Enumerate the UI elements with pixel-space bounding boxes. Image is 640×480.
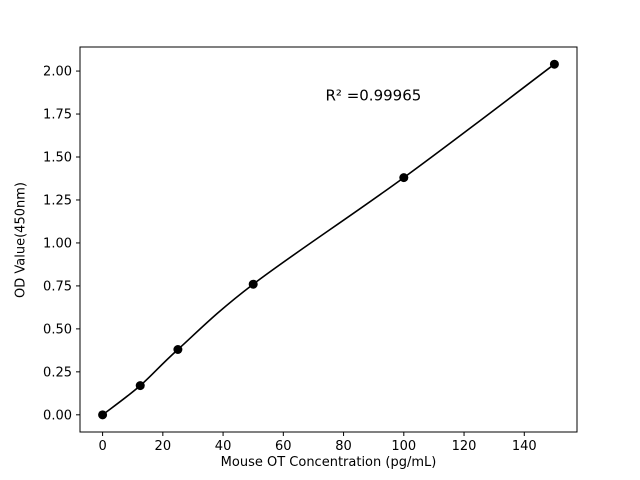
y-axis-label: OD Value(450nm) [13,182,29,298]
y-tick-label: 0.75 [43,279,72,294]
r-squared-annotation: R² =0.99965 [325,86,421,104]
x-tick-label: 80 [335,439,352,454]
x-tick-label: 120 [452,439,477,454]
x-tick-label: 140 [512,439,537,454]
y-tick-label: 1.75 [43,108,72,123]
data-point [135,381,145,391]
y-tick-label: 2.00 [43,65,72,80]
y-tick-label: 0.25 [43,365,72,380]
data-point [98,410,108,420]
x-tick-label: 40 [215,439,232,454]
y-tick-label: 1.50 [43,151,72,166]
x-tick-label: 60 [275,439,292,454]
y-tick-label: 0.50 [43,322,72,337]
x-tick-label: 20 [155,439,172,454]
data-point [173,345,183,354]
y-tick-label: 0.00 [43,408,72,423]
plot-border [79,46,578,433]
y-tick-label: 1.25 [43,193,72,208]
data-point [549,59,559,69]
x-tick-label: 0 [98,439,106,454]
x-tick-label: 100 [391,439,416,454]
y-tick-label: 1.00 [43,236,72,251]
data-point [399,173,409,183]
x-axis-label: Mouse OT Concentration (pg/mL) [220,455,437,470]
fit-line [102,63,555,416]
data-point [248,279,258,289]
